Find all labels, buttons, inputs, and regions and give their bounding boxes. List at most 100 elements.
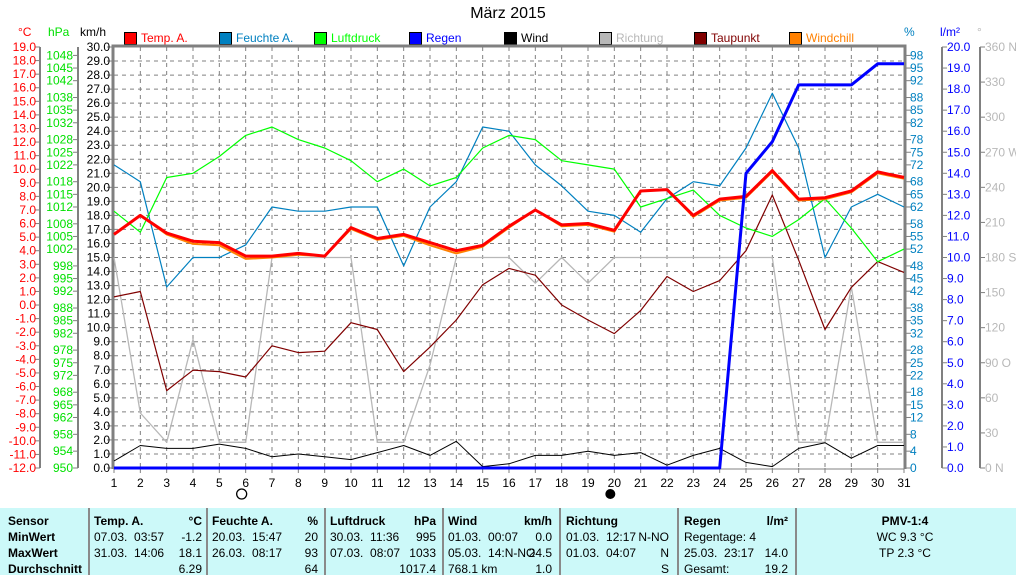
direction-tick-label: 300 [985, 110, 1005, 124]
x-tick-label: 18 [555, 476, 569, 490]
x-tick-label: 10 [344, 476, 358, 490]
wind-tick-label: 30.0 [87, 40, 111, 54]
cell-value: 14.0 [765, 545, 788, 561]
rain-tick-label: 19.0 [947, 61, 971, 75]
x-tick-label: 15 [476, 476, 490, 490]
pressure-tick-label: 1032 [46, 116, 73, 130]
pressure-tick-label: 1018 [46, 175, 73, 189]
column-separator [677, 508, 679, 575]
column-separator [324, 508, 326, 575]
temp-tick-label: 8.0 [19, 189, 36, 203]
pressure-tick-label: 1022 [46, 158, 73, 172]
section-header: Richtung [566, 513, 618, 529]
pressure-tick-label: 954 [53, 444, 73, 458]
humidity-tick-label: 92 [910, 74, 924, 88]
x-tick-label: 17 [529, 476, 543, 490]
humidity-tick-label: 52 [910, 242, 924, 256]
temp-tick-label: 1.0 [19, 284, 36, 298]
humidity-tick-label: 95 [910, 61, 924, 75]
x-tick-label: 24 [713, 476, 727, 490]
humidity-tick-label: 68 [910, 175, 924, 189]
sensor-header: Sensor [8, 513, 49, 529]
humidity-tick-label: 82 [910, 116, 924, 130]
x-tick-label: 13 [423, 476, 437, 490]
x-tick-label: 14 [450, 476, 464, 490]
pressure-tick-label: 958 [53, 427, 73, 441]
section-header: Luftdruck [330, 513, 385, 529]
temp-tick-label: 2.0 [19, 271, 36, 285]
row-label-min: MinWert [8, 529, 55, 545]
pressure-tick-label: 972 [53, 368, 73, 382]
direction-tick-label: 210 [985, 215, 1005, 229]
wind-tick-label: 10.0 [87, 321, 111, 335]
x-tick-label: 6 [242, 476, 249, 490]
direction-tick-label: 360 N [985, 40, 1016, 54]
rain-tick-label: 15.0 [947, 145, 971, 159]
temp-tick-label: 9.0 [19, 176, 36, 190]
cell-label: 07.03. 03:57 [94, 529, 164, 545]
temp-tick-label: 16.0 [13, 81, 37, 95]
x-tick-label: 8 [295, 476, 302, 490]
rain-tick-label: 3.0 [947, 398, 964, 412]
rain-tick-label: 17.0 [947, 103, 971, 117]
pressure-tick-label: 1012 [46, 200, 73, 214]
pressure-tick-label: 985 [53, 314, 73, 328]
temp-tick-label: -8.0 [15, 407, 36, 421]
rain-tick-label: 0.0 [947, 461, 964, 475]
cell-value: 995 [416, 529, 436, 545]
cell-value: 18.1 [179, 545, 202, 561]
pressure-tick-label: 1045 [46, 61, 73, 75]
humidity-tick-label: 75 [910, 145, 924, 159]
wind-tick-label: 5.0 [93, 391, 110, 405]
row-label-max: MaxWert [8, 545, 58, 561]
column-separator [795, 508, 797, 575]
wind-tick-label: 28.0 [87, 68, 111, 82]
humidity-tick-label: 45 [910, 272, 924, 286]
rain-tick-label: 6.0 [947, 335, 964, 349]
temp-tick-label: -12.0 [9, 461, 37, 475]
wind-tick-label: 18.0 [87, 208, 111, 222]
section-unit: % [307, 513, 318, 529]
x-tick-label: 31 [897, 476, 911, 490]
cell-label: 05.03. 14:N-NO [448, 545, 535, 561]
pressure-tick-label: 988 [53, 301, 73, 315]
x-tick-label: 7 [269, 476, 276, 490]
humidity-tick-label: 72 [910, 158, 924, 172]
rain-tick-label: 18.0 [947, 82, 971, 96]
temp-tick-label: 14.0 [13, 108, 37, 122]
wind-tick-label: 2.0 [93, 433, 110, 447]
cell-value: N-NO [638, 529, 669, 545]
temp-tick-label: 15.0 [13, 94, 37, 108]
wind-tick-label: 9.0 [93, 335, 110, 349]
wind-tick-label: 27.0 [87, 82, 111, 96]
humidity-tick-label: 42 [910, 284, 924, 298]
wind-tick-label: 12.0 [87, 293, 111, 307]
temp-tick-label: 11.0 [14, 149, 37, 163]
section-header: Wind [448, 513, 477, 529]
cell-label: 01.03. 00:07 [448, 529, 518, 545]
x-tick-label: 2 [137, 476, 144, 490]
temp-tick-label: 3.0 [19, 257, 36, 271]
pmv-windchill: WC 9.3 °C [800, 529, 1010, 545]
temp-tick-label: 12.0 [13, 135, 37, 149]
wind-tick-label: 23.0 [87, 138, 111, 152]
direction-tick-label: 0 N [985, 461, 1004, 475]
direction-tick-label: 90 O [985, 356, 1011, 370]
x-tick-label: 25 [739, 476, 753, 490]
pmv-dewpoint: TP 2.3 °C [800, 545, 1010, 561]
pressure-tick-label: 982 [53, 326, 73, 340]
x-tick-label: 12 [397, 476, 411, 490]
section-header: Temp. A. [94, 513, 143, 529]
humidity-tick-label: 35 [910, 314, 924, 328]
temp-tick-label: 13.0 [13, 121, 37, 135]
x-tick-label: 23 [687, 476, 701, 490]
x-tick-label: 28 [818, 476, 832, 490]
humidity-tick-label: 18 [910, 385, 924, 399]
cell-value: 1033 [409, 545, 436, 561]
temp-tick-label: -10.0 [9, 434, 37, 448]
x-tick-label: 9 [321, 476, 328, 490]
temp-tick-label: -4.0 [15, 352, 36, 366]
humidity-tick-label: 12 [910, 410, 924, 424]
